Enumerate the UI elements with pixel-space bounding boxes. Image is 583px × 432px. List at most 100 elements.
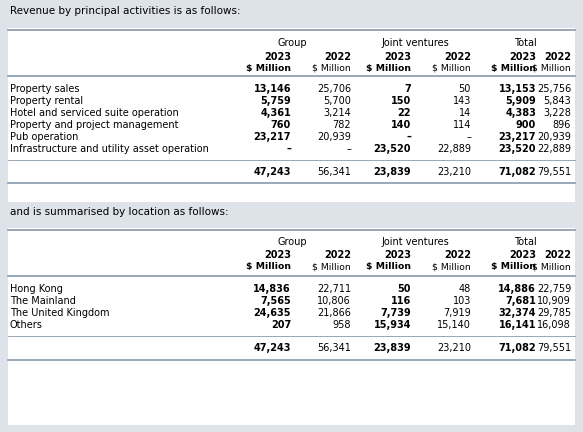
Text: 22,889: 22,889: [437, 144, 471, 154]
Text: Infrastructure and utility asset operation: Infrastructure and utility asset operati…: [10, 144, 209, 154]
Text: 23,210: 23,210: [437, 167, 471, 177]
Text: –: –: [406, 132, 411, 142]
Text: 56,341: 56,341: [317, 167, 351, 177]
Text: 32,374: 32,374: [498, 308, 536, 318]
Text: 2023: 2023: [264, 52, 291, 62]
Text: 5,759: 5,759: [260, 96, 291, 106]
Text: 71,082: 71,082: [498, 167, 536, 177]
Text: 16,141: 16,141: [498, 320, 536, 330]
Text: 21,866: 21,866: [317, 308, 351, 318]
Text: $ Million: $ Million: [312, 64, 351, 73]
Text: 22,759: 22,759: [537, 284, 571, 294]
Text: 48: 48: [459, 284, 471, 294]
Text: 150: 150: [391, 96, 411, 106]
Text: 2022: 2022: [544, 250, 571, 260]
Text: 5,909: 5,909: [505, 96, 536, 106]
Text: Joint ventures: Joint ventures: [381, 38, 449, 48]
Text: 22,889: 22,889: [537, 144, 571, 154]
Text: 958: 958: [332, 320, 351, 330]
Text: 782: 782: [332, 120, 351, 130]
Bar: [8, 228, 575, 425]
Text: 4,361: 4,361: [260, 108, 291, 118]
Text: 14,886: 14,886: [498, 284, 536, 294]
Text: 25,756: 25,756: [537, 84, 571, 94]
Text: $ Million: $ Million: [532, 64, 571, 73]
Text: and is summarised by location as follows:: and is summarised by location as follows…: [10, 207, 229, 217]
Text: $ Million: $ Million: [246, 263, 291, 271]
Text: 47,243: 47,243: [254, 343, 291, 353]
Text: $ Million: $ Million: [432, 263, 471, 271]
Text: –: –: [346, 144, 351, 154]
Text: 3,228: 3,228: [543, 108, 571, 118]
Text: Property sales: Property sales: [10, 84, 79, 94]
Text: 20,939: 20,939: [317, 132, 351, 142]
Text: Hong Kong: Hong Kong: [10, 284, 63, 294]
Text: 13,146: 13,146: [254, 84, 291, 94]
Text: 71,082: 71,082: [498, 343, 536, 353]
Text: Others: Others: [10, 320, 43, 330]
Text: 4,383: 4,383: [505, 108, 536, 118]
Text: $ Million: $ Million: [491, 64, 536, 73]
Text: 14,836: 14,836: [254, 284, 291, 294]
Text: 24,635: 24,635: [254, 308, 291, 318]
Text: 2023: 2023: [384, 250, 411, 260]
Text: 900: 900: [516, 120, 536, 130]
Text: 14: 14: [459, 108, 471, 118]
Text: 2023: 2023: [264, 250, 291, 260]
Text: 760: 760: [271, 120, 291, 130]
Text: Revenue by principal activities is as follows:: Revenue by principal activities is as fo…: [10, 6, 241, 16]
Text: –: –: [286, 144, 291, 154]
Text: 20,939: 20,939: [537, 132, 571, 142]
Text: 23,520: 23,520: [498, 144, 536, 154]
Text: 143: 143: [452, 96, 471, 106]
Text: 22: 22: [398, 108, 411, 118]
Text: 23,520: 23,520: [374, 144, 411, 154]
Text: 2023: 2023: [509, 52, 536, 62]
Text: 103: 103: [452, 296, 471, 306]
Text: 50: 50: [398, 284, 411, 294]
Text: 5,843: 5,843: [543, 96, 571, 106]
Text: 7,739: 7,739: [380, 308, 411, 318]
Text: 2022: 2022: [444, 52, 471, 62]
Text: Pub operation: Pub operation: [10, 132, 78, 142]
Text: The United Kingdom: The United Kingdom: [10, 308, 110, 318]
Text: Property rental: Property rental: [10, 96, 83, 106]
Text: Hotel and serviced suite operation: Hotel and serviced suite operation: [10, 108, 179, 118]
Text: 25,706: 25,706: [317, 84, 351, 94]
Text: Joint ventures: Joint ventures: [381, 237, 449, 247]
Text: 15,140: 15,140: [437, 320, 471, 330]
Text: 15,934: 15,934: [374, 320, 411, 330]
Text: $ Million: $ Million: [366, 64, 411, 73]
Text: 23,839: 23,839: [373, 343, 411, 353]
Text: 79,551: 79,551: [537, 343, 571, 353]
Text: 29,785: 29,785: [537, 308, 571, 318]
Text: 23,217: 23,217: [498, 132, 536, 142]
Text: $ Million: $ Million: [532, 263, 571, 271]
Text: 2023: 2023: [384, 52, 411, 62]
Text: 207: 207: [271, 320, 291, 330]
Text: 3,214: 3,214: [323, 108, 351, 118]
Text: 56,341: 56,341: [317, 343, 351, 353]
Text: 23,210: 23,210: [437, 343, 471, 353]
Text: 7: 7: [404, 84, 411, 94]
Text: 7,919: 7,919: [443, 308, 471, 318]
Text: 5,700: 5,700: [323, 96, 351, 106]
Text: 10,909: 10,909: [538, 296, 571, 306]
Text: 79,551: 79,551: [537, 167, 571, 177]
Text: $ Million: $ Million: [312, 263, 351, 271]
Text: 2022: 2022: [544, 52, 571, 62]
Text: 140: 140: [391, 120, 411, 130]
Text: 2022: 2022: [324, 250, 351, 260]
Text: $ Million: $ Million: [432, 64, 471, 73]
Text: $ Million: $ Million: [491, 263, 536, 271]
Text: 10,806: 10,806: [317, 296, 351, 306]
Text: $ Million: $ Million: [246, 64, 291, 73]
Text: 23,217: 23,217: [254, 132, 291, 142]
Text: Group: Group: [278, 237, 307, 247]
Text: 22,711: 22,711: [317, 284, 351, 294]
Text: 2022: 2022: [444, 250, 471, 260]
Text: 896: 896: [553, 120, 571, 130]
Text: Property and project management: Property and project management: [10, 120, 178, 130]
Bar: [8, 28, 575, 202]
Text: 23,839: 23,839: [373, 167, 411, 177]
